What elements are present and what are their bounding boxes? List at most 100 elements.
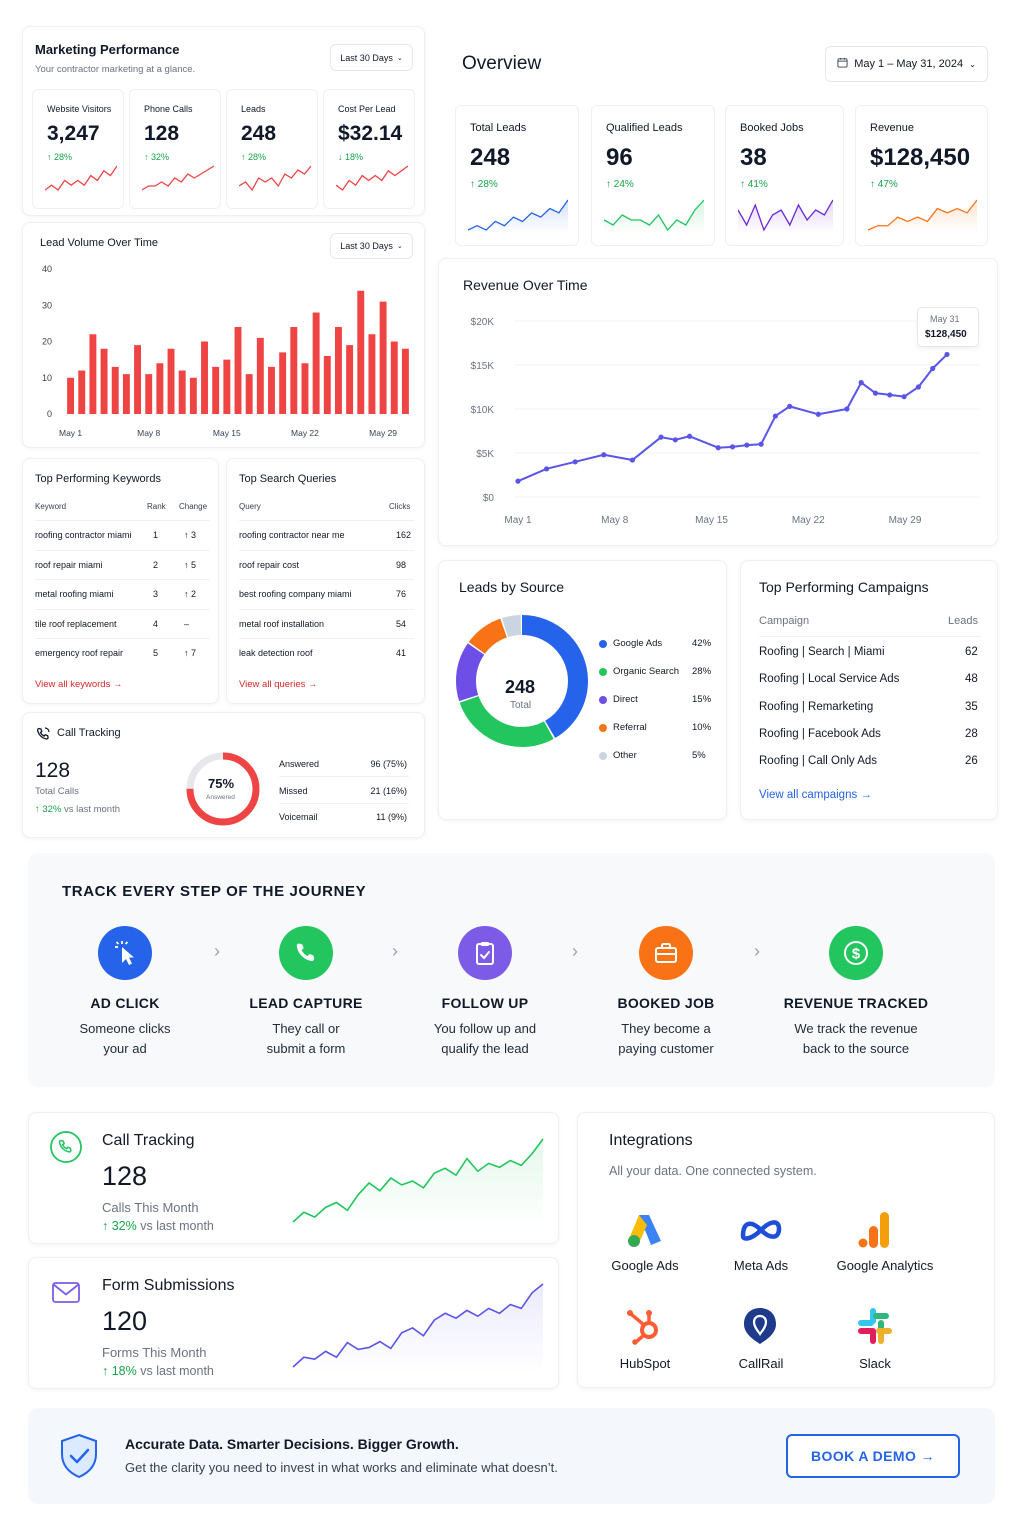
keyword-cell: emergency roof repair — [35, 648, 124, 658]
x-tick-label: May 15 — [695, 515, 728, 526]
marketing-metric-card: Cost Per Lead $32.14 ↓ 18% — [323, 89, 415, 209]
x-tick-label: May 22 — [792, 515, 825, 526]
sparkline-line — [868, 199, 977, 231]
calendar-icon — [837, 57, 848, 71]
row-divider — [279, 802, 409, 804]
x-tick-label: May 29 — [369, 428, 397, 438]
x-tick-label: May 8 — [601, 515, 629, 526]
revenue-point — [787, 403, 793, 409]
metric-change: ↑ 28% — [470, 179, 498, 190]
rank-cell: 1 — [153, 530, 159, 540]
breakdown-value: 96 (75%) — [370, 759, 407, 769]
lead-bar — [145, 374, 153, 414]
lead-bar — [346, 345, 354, 414]
legend-label: Google Ads — [613, 638, 663, 649]
chevron-down-icon: ⌄ — [396, 54, 403, 62]
tooltip-value: $128,450 — [925, 329, 967, 340]
total-calls-label: Total Calls — [35, 786, 79, 797]
campaign-name[interactable]: Roofing | Search | Miami — [759, 646, 885, 658]
row-divider — [239, 608, 414, 610]
revenue-point — [629, 457, 635, 463]
journey-step-line1: You follow up and — [433, 1021, 537, 1036]
keyword-cell: metal roofing miami — [35, 589, 114, 599]
query-cell: best roofing company miami — [239, 589, 352, 599]
cursor-click-icon — [98, 926, 152, 980]
legend-value: 42% — [692, 638, 712, 649]
form-submissions-title: Form Submissions — [102, 1277, 235, 1294]
view-all-queries-link[interactable]: View all queries → — [239, 679, 318, 690]
sparkline-line — [142, 165, 214, 191]
leads-by-source-card: Leads by Source 248 Total Google Ads 42% O… — [438, 560, 727, 820]
revenue-point — [601, 452, 607, 458]
lead-volume-range-dropdown[interactable]: Last 30 Days ⌄ — [330, 233, 413, 259]
journey-step-line1: We track the revenue — [794, 1021, 918, 1036]
y-tick-label: 10 — [42, 373, 52, 383]
campaign-leads: 35 — [965, 700, 978, 713]
breakdown-label: Answered — [279, 759, 320, 769]
campaign-name[interactable]: Roofing | Remarketing — [759, 700, 874, 713]
calls-month-value: 128 — [102, 1161, 148, 1191]
metric-label: Leads — [241, 104, 266, 114]
lead-bar — [78, 370, 86, 414]
campaign-leads: 26 — [965, 755, 978, 768]
leads-by-source-donut — [456, 615, 588, 747]
clicks-cell: 98 — [396, 559, 407, 570]
change-cell: ↑ 7 — [184, 648, 197, 658]
row-divider — [279, 776, 409, 777]
breakdown-label: Missed — [279, 785, 308, 796]
y-tick-label: 30 — [42, 300, 52, 310]
integration-label-meta-ads: Meta Ads — [733, 1258, 789, 1273]
calls-month-label: Calls This Month — [102, 1200, 199, 1215]
keywords-card: Top Performing Keywords Keyword Rank Cha… — [22, 458, 219, 704]
keyword-cell: roof repair miami — [35, 559, 103, 570]
total-calls-change: ↑ 32% vs last month — [35, 804, 120, 815]
journey-step-line2: submit a form — [266, 1041, 346, 1056]
lead-bar — [301, 363, 309, 414]
row-divider — [239, 579, 414, 580]
change-cell: ↑ 3 — [184, 530, 197, 540]
forms-month-label: Forms This Month — [102, 1345, 207, 1360]
keyword-cell: tile roof replacement — [35, 618, 117, 629]
briefcase-icon — [639, 926, 693, 980]
keywords-header-change: Change — [179, 502, 208, 511]
change-cell: ↑ 2 — [184, 589, 197, 599]
revenue-point — [758, 441, 764, 447]
legend-label: Direct — [613, 694, 638, 705]
marketing-range-dropdown[interactable]: Last 30 Days ⌄ — [330, 44, 413, 71]
marketing-subtitle: Your contractor marketing at a glance. — [35, 64, 196, 75]
campaign-leads: 62 — [965, 646, 978, 658]
clicks-cell: 162 — [396, 530, 412, 540]
donut-center-value: 248 — [505, 677, 536, 697]
keywords-title: Top Performing Keywords — [35, 473, 161, 485]
donut-slice — [456, 615, 588, 747]
campaign-leads: 28 — [965, 727, 978, 740]
lead-bar — [268, 366, 275, 414]
metric-label: Cost Per Lead — [338, 104, 396, 114]
journey-step-desc: They call or submit a form — [226, 1019, 386, 1059]
breakdown-value: 21 (16%) — [370, 785, 407, 796]
date-range-picker[interactable]: May 1 – May 31, 2024 ⌄ — [825, 46, 988, 82]
legend-value: 28% — [692, 666, 712, 677]
lead-bar — [223, 359, 231, 414]
revenue-point — [572, 459, 578, 465]
legend-label: Referral — [613, 722, 647, 733]
cta-subtext: Get the clarity you need to invest in wh… — [125, 1460, 558, 1475]
google-ads-icon — [625, 1211, 665, 1254]
y-tick-label: $5K — [476, 449, 494, 460]
lead-bar — [334, 327, 342, 414]
campaigns-header-campaign: Campaign — [759, 615, 810, 627]
chevron-right-icon: › — [754, 941, 760, 961]
total-calls-value: 128 — [35, 759, 71, 782]
campaign-name[interactable]: Roofing | Call Only Ads — [759, 755, 878, 768]
revenue-point — [944, 351, 950, 358]
view-all-campaigns-link[interactable]: View all campaigns → — [759, 789, 872, 801]
lead-bar — [290, 327, 298, 414]
metric-change: ↑ 28% — [47, 152, 73, 162]
view-all-keywords-link[interactable]: View all keywords → — [35, 679, 123, 690]
campaign-name[interactable]: Roofing | Facebook Ads — [759, 727, 881, 740]
book-demo-button[interactable]: BOOK A DEMO → — [786, 1434, 960, 1478]
revenue-point — [930, 365, 936, 372]
metric-change: ↑ 41% — [740, 179, 768, 190]
campaign-name[interactable]: Roofing | Local Service Ads — [759, 673, 900, 686]
journey-step-title: BOOKED JOB — [617, 995, 715, 1011]
